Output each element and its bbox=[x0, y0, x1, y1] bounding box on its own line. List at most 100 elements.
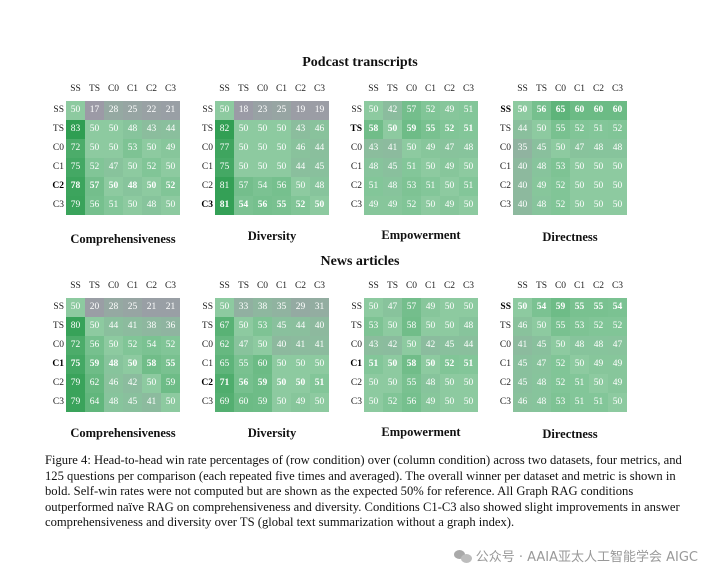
heatmap-cell: 41 bbox=[513, 336, 532, 355]
heatmap-cell: 48 bbox=[589, 139, 608, 158]
heatmap-cell: 48 bbox=[364, 158, 383, 177]
heatmap-cell: 41 bbox=[383, 139, 402, 158]
heatmap-cell: 45 bbox=[440, 336, 459, 355]
column-label: TS bbox=[237, 84, 250, 94]
column-label: C2 bbox=[294, 281, 307, 291]
heatmap-cell: 47 bbox=[383, 298, 402, 317]
heatmap-cell: 36 bbox=[161, 317, 180, 336]
heatmap-cell: 41 bbox=[310, 336, 329, 355]
heatmap-cell: 17 bbox=[85, 101, 104, 120]
heatmap-cell: 50 bbox=[85, 120, 104, 139]
heatmap-cell: 42 bbox=[123, 374, 142, 393]
heatmap-cell: 50 bbox=[440, 317, 459, 336]
heatmap-cell: 54 bbox=[253, 177, 272, 196]
column-label: C2 bbox=[592, 84, 605, 94]
heatmap-cell: 50 bbox=[532, 317, 551, 336]
panel-title: Comprehensiveness bbox=[70, 232, 176, 246]
heatmap-cell: 19 bbox=[291, 101, 310, 120]
heatmap-panel: SS TS C0 C1 C2 C3 SS 50 47 57 49 50 50 TS 53 50 58 50 50 48… bbox=[346, 281, 486, 451]
heatmap-cell: 20 bbox=[85, 298, 104, 317]
heatmap-cell: 50 bbox=[459, 393, 478, 412]
heatmap-cell: 50 bbox=[104, 336, 123, 355]
heatmap-cell: 67 bbox=[215, 317, 234, 336]
heatmap-cell: 48 bbox=[532, 158, 551, 177]
heatmap-cell: 50 bbox=[459, 196, 478, 215]
heatmap-cell: 49 bbox=[608, 355, 627, 374]
heatmap-cell: 25 bbox=[123, 298, 142, 317]
heatmap-cell: 50 bbox=[234, 317, 253, 336]
panel-title: Diversity bbox=[247, 426, 297, 440]
heatmap-cell: 51 bbox=[589, 120, 608, 139]
heatmap-cell: 25 bbox=[123, 101, 142, 120]
heatmap-cell: 52 bbox=[142, 158, 161, 177]
heatmap-cell: 51 bbox=[570, 393, 589, 412]
heatmap-cell: 50 bbox=[364, 393, 383, 412]
heatmap-cell: 50 bbox=[589, 158, 608, 177]
column-label: TS bbox=[535, 281, 548, 291]
section-title-podcast: Podcast transcripts bbox=[302, 55, 418, 70]
heatmap-cell: 50 bbox=[608, 196, 627, 215]
heatmap-cell: 51 bbox=[364, 177, 383, 196]
heatmap-cell: 52 bbox=[402, 196, 421, 215]
heatmap-cell: 33 bbox=[234, 298, 253, 317]
heatmap-cell: 40 bbox=[513, 177, 532, 196]
heatmap-cell: 50 bbox=[421, 196, 440, 215]
heatmap-cell: 50 bbox=[310, 196, 329, 215]
heatmap-cell: 47 bbox=[234, 336, 253, 355]
heatmap-cell: 56 bbox=[85, 196, 104, 215]
heatmap-cell: 50 bbox=[459, 298, 478, 317]
heatmap-cell: 48 bbox=[123, 120, 142, 139]
column-label: C2 bbox=[145, 281, 158, 291]
heatmap-cell: 51 bbox=[570, 374, 589, 393]
row-label: C0 bbox=[350, 340, 362, 350]
column-label: C0 bbox=[554, 281, 567, 291]
heatmap-cell: 50 bbox=[440, 298, 459, 317]
heatmap-cell: 50 bbox=[608, 393, 627, 412]
heatmap-cell: 57 bbox=[402, 101, 421, 120]
heatmap-cell: 45 bbox=[513, 374, 532, 393]
row-label: C2 bbox=[201, 181, 213, 191]
row-label: C0 bbox=[52, 340, 64, 350]
heatmap-cell: 23 bbox=[253, 101, 272, 120]
heatmap-cell: 82 bbox=[215, 120, 234, 139]
heatmap-cell: 52 bbox=[440, 120, 459, 139]
column-label: SS bbox=[70, 84, 81, 94]
row-label: C3 bbox=[52, 200, 64, 210]
heatmap-cell: 49 bbox=[161, 139, 180, 158]
heatmap-cell: 47 bbox=[440, 139, 459, 158]
heatmap-cell: 44 bbox=[291, 158, 310, 177]
row-label: C3 bbox=[201, 397, 213, 407]
panel-title: Diversity bbox=[247, 229, 297, 243]
heatmap-cell: 50 bbox=[234, 158, 253, 177]
heatmap-cell: 42 bbox=[421, 336, 440, 355]
heatmap-cell: 50 bbox=[383, 374, 402, 393]
row-label: TS bbox=[350, 321, 362, 331]
column-label: TS bbox=[386, 281, 399, 291]
heatmap-cell: 48 bbox=[608, 139, 627, 158]
heatmap-cell: 50 bbox=[272, 374, 291, 393]
row-label: C1 bbox=[350, 162, 362, 172]
heatmap-cell: 55 bbox=[161, 355, 180, 374]
row-label: C0 bbox=[201, 340, 213, 350]
heatmap-cell: 42 bbox=[383, 101, 402, 120]
heatmap-cell: 50 bbox=[215, 298, 234, 317]
heatmap-cell: 52 bbox=[161, 177, 180, 196]
row-label: C2 bbox=[499, 378, 511, 388]
heatmap-cell: 44 bbox=[459, 336, 478, 355]
heatmap-cell: 50 bbox=[104, 120, 123, 139]
row-label: C0 bbox=[52, 143, 64, 153]
heatmap-cell: 51 bbox=[364, 355, 383, 374]
heatmap-cell: 49 bbox=[440, 101, 459, 120]
column-label: C0 bbox=[405, 84, 418, 94]
heatmap-cell: 50 bbox=[85, 139, 104, 158]
heatmap-cell: 50 bbox=[589, 177, 608, 196]
row-label: TS bbox=[52, 321, 64, 331]
column-label: C3 bbox=[313, 281, 326, 291]
heatmap-cell: 19 bbox=[310, 101, 329, 120]
heatmap-cell: 56 bbox=[272, 177, 291, 196]
heatmap-cell: 43 bbox=[364, 336, 383, 355]
heatmap-cell: 50 bbox=[383, 120, 402, 139]
heatmap-cell: 72 bbox=[66, 139, 85, 158]
heatmap-cell: 53 bbox=[253, 317, 272, 336]
row-label: SS bbox=[500, 302, 511, 312]
